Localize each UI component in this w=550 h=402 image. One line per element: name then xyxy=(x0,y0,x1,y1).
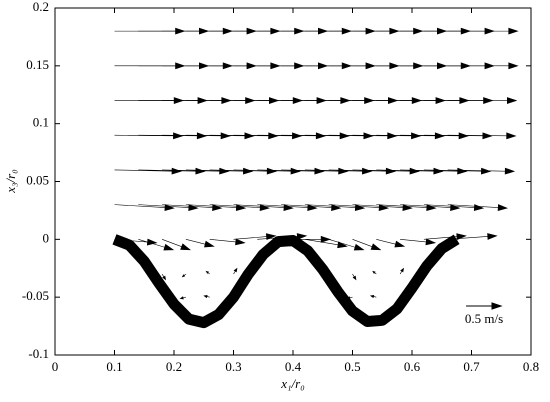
arrow xyxy=(114,167,182,175)
arrow xyxy=(400,238,437,246)
arrow xyxy=(376,239,406,248)
arrow xyxy=(257,233,308,240)
arrow xyxy=(181,273,187,278)
y-tick-label: 0 xyxy=(43,230,50,245)
x-tick-label: 0.7 xyxy=(463,359,480,374)
wall-boundary xyxy=(112,234,460,329)
scale-arrow xyxy=(466,302,503,310)
arrow xyxy=(423,233,467,241)
x-tick-label: 0.1 xyxy=(106,359,122,374)
arrow xyxy=(447,27,519,35)
y-tick-label: -0.1 xyxy=(28,346,49,361)
arrow xyxy=(328,239,365,251)
y-tick-label: 0.2 xyxy=(33,0,49,14)
arrow xyxy=(376,167,444,175)
scale-label: 0.5 m/s xyxy=(465,311,503,326)
arrow xyxy=(400,167,468,175)
arrow xyxy=(205,270,210,275)
arrow xyxy=(399,267,405,275)
arrow xyxy=(257,167,325,175)
x-tick-label: 0.8 xyxy=(523,359,539,374)
y-tick-label: -0.05 xyxy=(22,288,49,303)
y-tick-label: 0.15 xyxy=(26,57,49,72)
plot-frame xyxy=(54,7,532,356)
x-tick-label: 0.3 xyxy=(225,359,241,374)
arrow xyxy=(447,167,516,175)
arrow xyxy=(161,239,191,251)
arrow xyxy=(233,267,238,275)
arrow xyxy=(352,273,357,281)
y-axis-label: x₃/r₀ xyxy=(3,169,18,193)
arrow xyxy=(447,204,509,211)
arrow xyxy=(233,233,277,241)
x-tick-label: 0 xyxy=(52,359,59,374)
arrow xyxy=(352,167,420,175)
y-tick-label: 0.05 xyxy=(26,172,49,187)
arrow xyxy=(328,167,397,175)
arrow xyxy=(209,167,278,175)
arrow xyxy=(114,204,175,211)
arrow xyxy=(185,167,254,175)
arrow xyxy=(447,233,498,240)
arrow xyxy=(281,235,332,243)
arrow xyxy=(423,167,492,175)
arrow xyxy=(447,132,517,140)
arrow xyxy=(346,296,353,300)
x-axis-label: x₁/r₀ xyxy=(280,376,304,391)
arrow xyxy=(447,97,518,104)
arrow xyxy=(281,167,349,175)
arrow xyxy=(138,239,175,251)
arrow xyxy=(447,62,519,70)
arrow xyxy=(185,239,215,248)
x-tick-label: 0.6 xyxy=(404,359,421,374)
arrow xyxy=(372,270,377,275)
arrow xyxy=(209,238,246,246)
x-tick-label: 0.4 xyxy=(285,359,302,374)
arrow xyxy=(138,167,206,175)
x-tick-label: 0.2 xyxy=(166,359,182,374)
arrow xyxy=(304,167,373,175)
x-tick-label: 0.5 xyxy=(344,359,360,374)
arrow xyxy=(352,239,382,251)
arrow xyxy=(179,296,186,300)
arrow xyxy=(233,167,301,175)
arrow xyxy=(203,294,210,299)
arrow xyxy=(369,294,377,299)
arrow xyxy=(304,239,348,249)
y-tick-label: 0.1 xyxy=(33,115,49,130)
arrow xyxy=(162,167,230,175)
arrow xyxy=(161,273,167,281)
